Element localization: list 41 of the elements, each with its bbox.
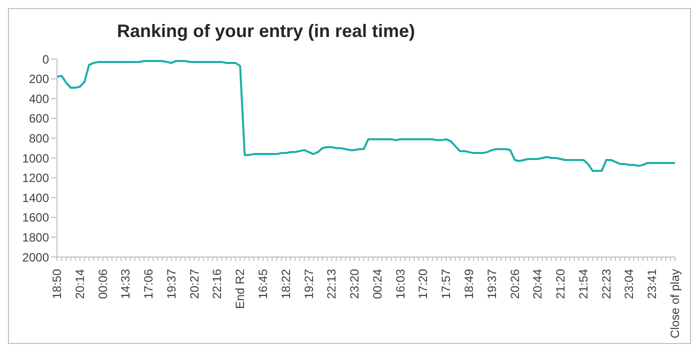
x-tick-label: 16:45 bbox=[256, 268, 270, 300]
y-tick-label: 1400 bbox=[22, 190, 50, 205]
y-tick-label: 0 bbox=[42, 52, 50, 66]
x-tick-label: 22:16 bbox=[210, 268, 224, 300]
x-tick-label: 21:54 bbox=[576, 268, 590, 300]
y-tick-label: 1000 bbox=[22, 151, 50, 166]
x-tick-label: 21:20 bbox=[554, 268, 568, 300]
x-tick-label: 16:03 bbox=[393, 268, 408, 300]
x-tick-label: 22:13 bbox=[324, 268, 339, 300]
x-tick-label: 14:33 bbox=[118, 268, 133, 300]
y-tick-label: 200 bbox=[28, 72, 50, 86]
y-tick-label: 400 bbox=[28, 92, 50, 106]
x-tick-label: 00:06 bbox=[96, 268, 110, 300]
x-tick-label: 20:14 bbox=[72, 268, 87, 300]
x-tick-label: End R2 bbox=[233, 268, 248, 310]
x-tick-label: 18:49 bbox=[462, 268, 476, 300]
x-tick-label: 17:57 bbox=[439, 268, 454, 300]
x-tick-label: 20:44 bbox=[530, 268, 545, 300]
x-tick-label: 23:04 bbox=[622, 268, 636, 300]
y-tick-label: 800 bbox=[28, 131, 50, 146]
x-tick-label: 19:37 bbox=[484, 268, 499, 300]
x-tick-label: 23:20 bbox=[348, 268, 362, 300]
x-tick-label: 20:26 bbox=[508, 268, 522, 300]
line-series bbox=[57, 60, 675, 172]
x-tick-label: 19:37 bbox=[164, 268, 178, 300]
x-tick-label: 23:41 bbox=[645, 268, 660, 300]
y-tick-label: 600 bbox=[28, 112, 50, 126]
y-tick-label: 1200 bbox=[22, 171, 50, 186]
chart-title: Ranking of your entry (in real time) bbox=[116, 20, 416, 43]
x-tick-label: 17:06 bbox=[142, 268, 156, 300]
x-tick-label: 19:27 bbox=[302, 268, 316, 300]
x-tick-label: 00:24 bbox=[370, 268, 384, 300]
x-tick-label: 18:22 bbox=[278, 268, 293, 300]
y-tick-label: 2000 bbox=[22, 250, 50, 264]
y-tick-label: 1800 bbox=[22, 230, 50, 244]
x-tick-label: 18:50 bbox=[50, 268, 64, 300]
x-tick-label: 17:20 bbox=[416, 268, 430, 300]
x-tick-label: 22:23 bbox=[599, 268, 614, 300]
y-tick-label: 1600 bbox=[22, 210, 50, 225]
x-tick-label: Close of play bbox=[668, 269, 682, 338]
x-tick-label: 20:27 bbox=[187, 268, 202, 300]
